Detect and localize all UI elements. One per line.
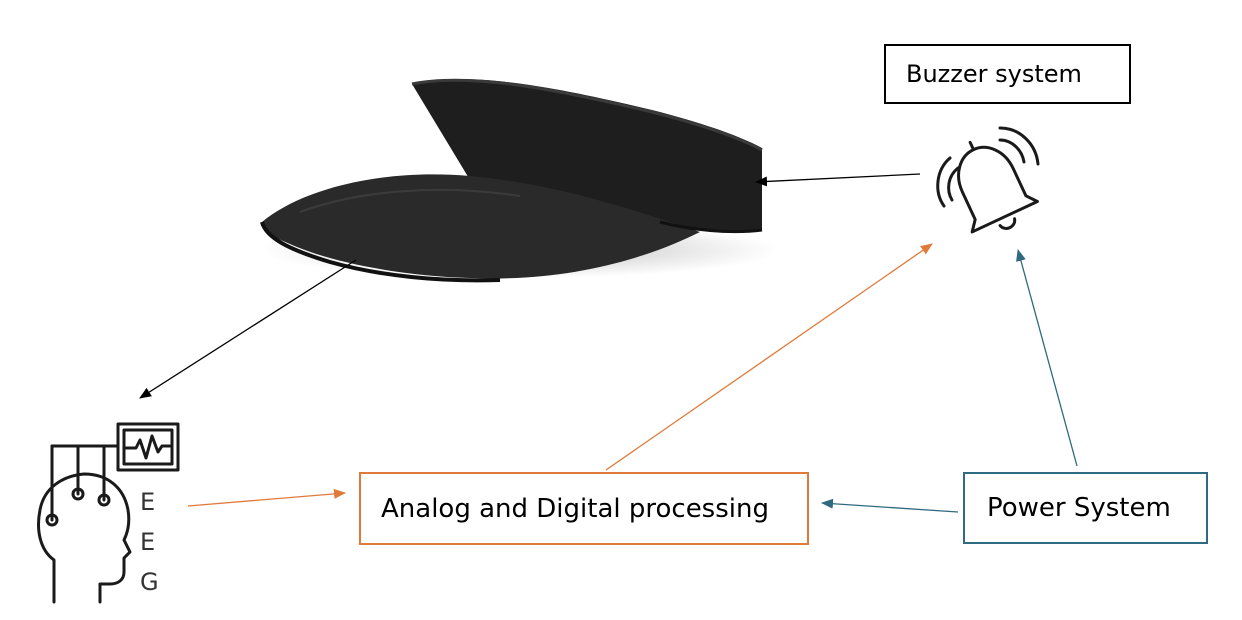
ringing-bell-icon xyxy=(936,126,1040,234)
arrow-cap-to-eeg xyxy=(139,259,357,399)
eeg-head-icon xyxy=(37,444,132,604)
analog-digital-processing-box: Analog and Digital processing xyxy=(359,472,809,545)
arrow-power-to-buzzer xyxy=(1016,249,1078,467)
eeg-label-letter: E xyxy=(140,488,156,516)
power-system-box: Power System xyxy=(963,472,1208,544)
eeg-label-letter: E xyxy=(140,528,156,556)
processing-label: Analog and Digital processing xyxy=(381,493,769,524)
arrow-processing-to-buzzer xyxy=(605,243,933,471)
arrow-power-to-processing xyxy=(821,498,959,513)
arrow-buzzer-to-cap xyxy=(755,173,921,187)
buzzer-system-label: Buzzer system xyxy=(906,60,1082,88)
eeg-monitor-icon xyxy=(114,422,180,472)
eeg-label-letter: G xyxy=(140,568,159,596)
buzzer-system-box: Buzzer system xyxy=(884,44,1131,104)
power-system-label: Power System xyxy=(987,493,1171,523)
visor-cap-icon xyxy=(260,78,780,283)
arrow-eeg-to-processing xyxy=(187,488,346,507)
